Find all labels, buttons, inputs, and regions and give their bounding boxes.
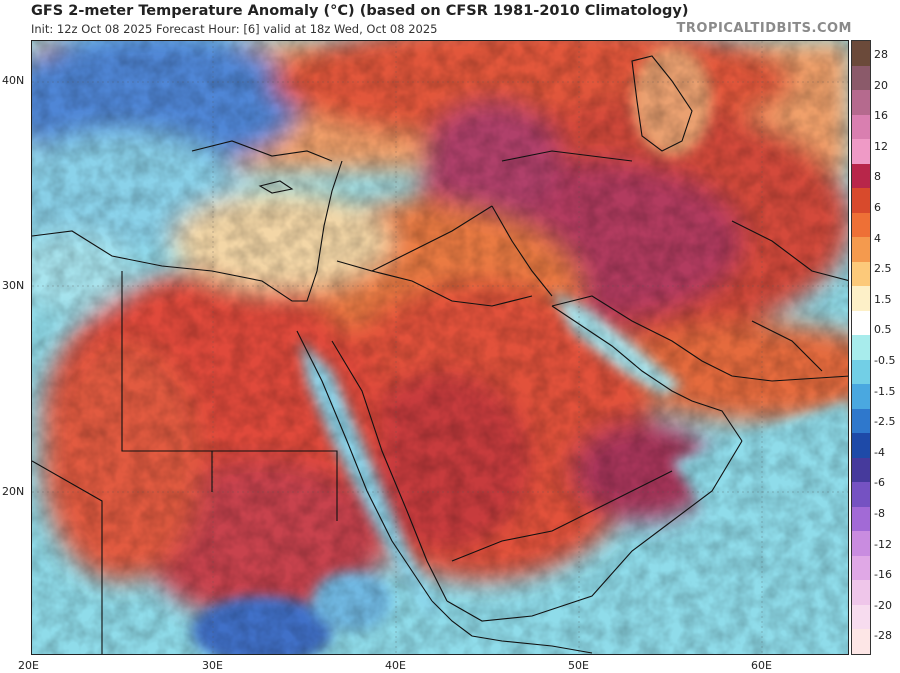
legend-tick-label: -16 [874,568,892,582]
legend-swatch [852,90,870,115]
legend-swatch [852,629,870,654]
legend-swatch [852,506,870,532]
legend-tick-label: 16 [874,109,888,123]
legend-swatch [852,114,870,140]
legend-tick-label: -28 [874,629,892,643]
legend-swatch [852,335,870,360]
legend-swatch [852,41,870,66]
legend-swatch [852,261,870,287]
legend-tick-label: -6 [874,476,885,490]
legend-tick-label: -0.5 [874,354,896,367]
legend-tick-label: 1.5 [874,292,892,306]
legend-tick-label: 20 [874,78,888,92]
legend-tick-label: -12 [874,537,892,551]
legend-swatch [852,384,870,409]
legend-swatch [852,163,870,189]
legend-tick-label: -1.5 [874,384,896,398]
lon-label-60e: 60E [751,659,772,672]
legend-swatch [852,65,870,91]
legend-tick-label: 6 [874,201,881,214]
lat-label-20n: 20N [2,485,25,498]
legend-swatch [852,580,870,605]
legend-tick-label: -8 [874,507,885,520]
legend-tick-label: 28 [874,48,888,61]
legend-tick-label: 12 [874,139,888,153]
legend-swatch [852,359,870,385]
legend-swatch [852,555,870,581]
lon-label-40e: 40E [385,659,406,672]
map-subtitle: Init: 12z Oct 08 2025 Forecast Hour: [6]… [31,22,438,36]
legend-swatch [852,457,870,483]
map-canvas [32,41,848,654]
lat-label-40n: 40N [2,74,25,87]
legend-swatch [852,433,870,458]
legend-swatch [852,408,870,434]
lon-label-20e: 20E [18,659,39,672]
legend-tick-label: 0.5 [874,323,892,337]
temperature-anomaly-map [31,40,849,655]
legend-swatch [852,237,870,262]
legend-swatch [852,604,870,630]
legend-swatch [852,531,870,556]
legend-tick-label: 8 [874,170,881,184]
legend-swatch [852,212,870,238]
legend-swatch [852,139,870,164]
map-title: GFS 2-meter Temperature Anomaly (°C) (ba… [31,3,689,19]
color-legend-bar [851,40,871,655]
legend-swatch [852,188,870,213]
legend-tick-label: 2.5 [874,262,892,276]
lon-label-30e: 30E [202,659,223,672]
legend-swatch [852,482,870,507]
legend-tick-label: -4 [874,445,885,459]
lat-label-30n: 30N [2,279,25,292]
legend-swatch [852,310,870,336]
legend-swatch [852,286,870,311]
legend-tick-label: -2.5 [874,415,896,429]
lon-label-50e: 50E [568,659,589,672]
legend-tick-label: -20 [874,598,892,612]
legend-tick-label: 4 [874,231,881,245]
brand-watermark: TROPICALTIDBITS.COM [676,21,852,36]
